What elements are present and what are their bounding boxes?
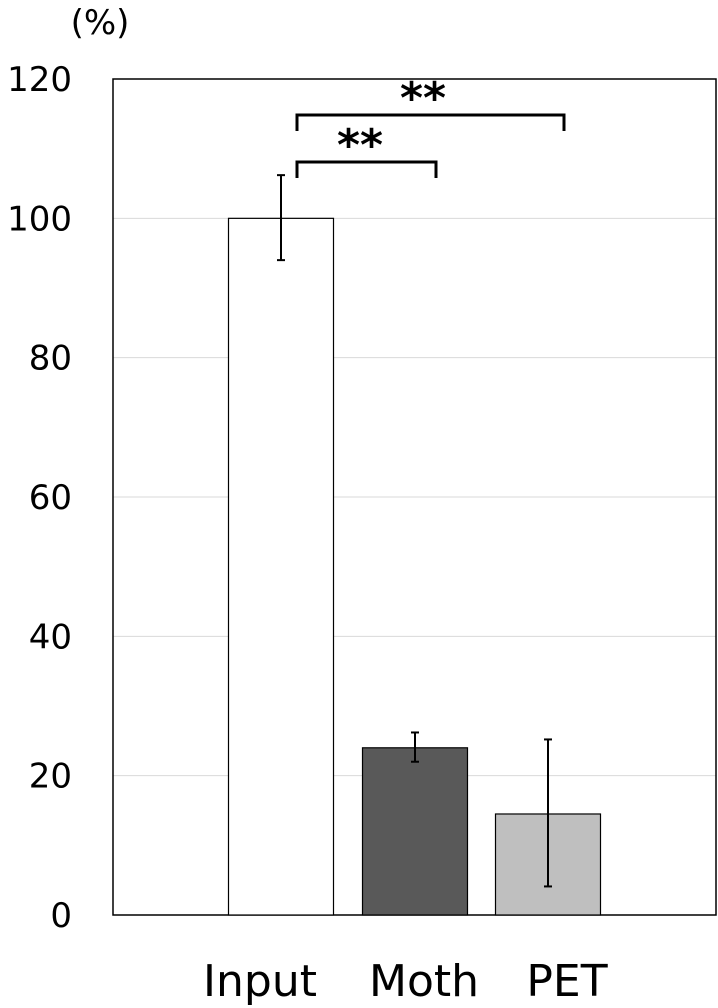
error-bars (277, 174, 552, 888)
y-tick-label: 100 (7, 199, 72, 239)
error-bar-moth (411, 731, 419, 763)
significance-bracket-input-pet: ** (295, 73, 566, 131)
x-category-label-moth: Moth (369, 956, 479, 1007)
y-tick-label: 20 (29, 757, 72, 797)
gridlines (113, 217, 716, 777)
y-axis-unit-label: (%) (71, 3, 130, 43)
y-tick-label: 80 (29, 339, 72, 379)
significance-bracket-input-moth: ** (295, 120, 438, 178)
bracket-line (295, 113, 566, 131)
x-category-label-pet: PET (526, 956, 607, 1007)
error-bar-pet (544, 738, 552, 888)
bar-moth (361, 747, 469, 916)
bars (227, 217, 602, 916)
y-axis-ticks: 0 20 40 60 80 100 120 (7, 60, 72, 936)
category-labels: Input Moth PET (203, 956, 608, 1007)
y-tick-label: 120 (7, 60, 72, 100)
significance-label: ** (337, 120, 383, 171)
y-tick-label: 40 (29, 617, 72, 657)
y-tick-label: 0 (50, 896, 72, 936)
bracket-line (295, 160, 438, 178)
x-category-label-input: Input (203, 956, 317, 1007)
significance-label: ** (400, 73, 446, 124)
bar-input (227, 217, 335, 916)
y-tick-label: 60 (29, 478, 72, 518)
error-bar-input (277, 174, 285, 262)
significance-brackets: ** ** (295, 73, 566, 178)
